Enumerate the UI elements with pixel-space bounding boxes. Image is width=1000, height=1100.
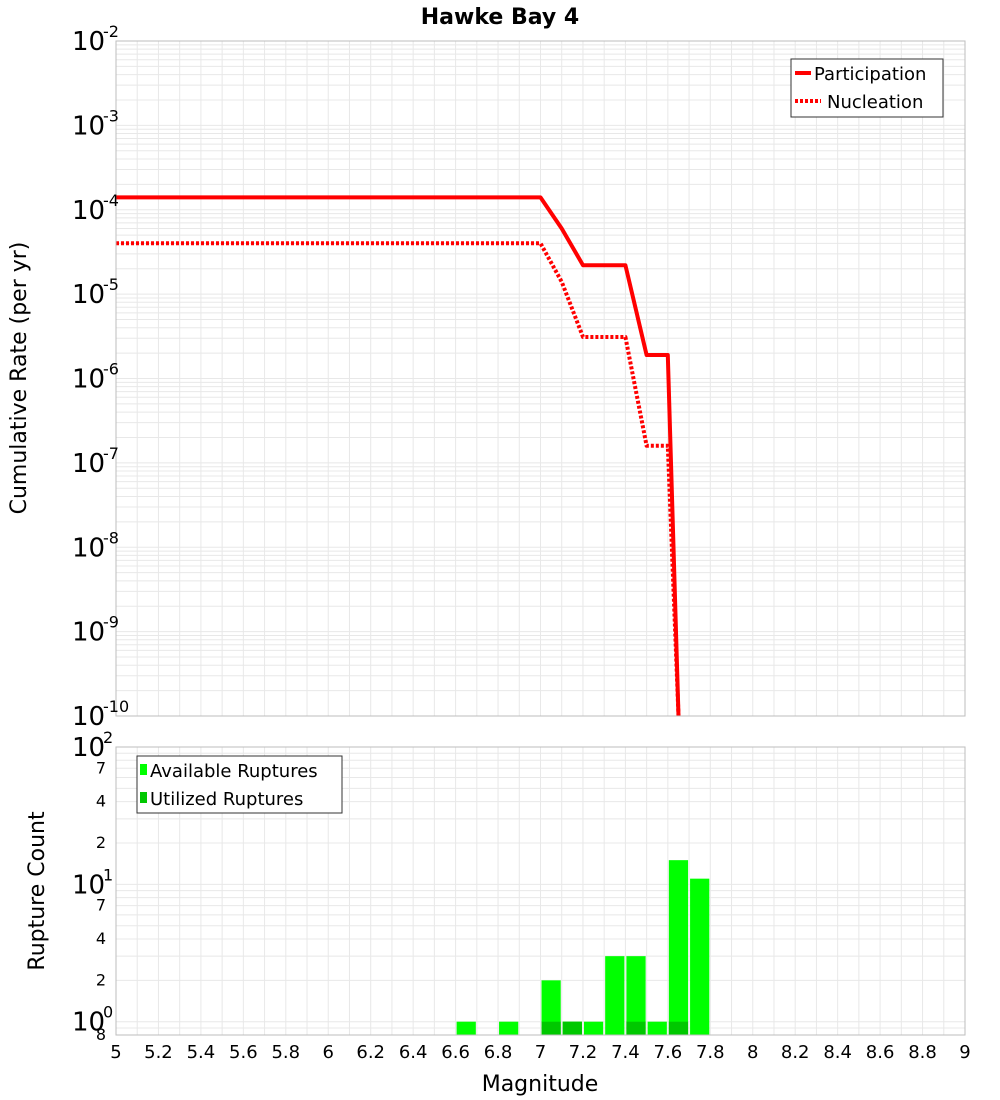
rupture-y-minor-tick-label: 7 — [96, 758, 106, 777]
rupture-count-bars — [456, 860, 710, 1035]
x-tick-label: 8.6 — [866, 1042, 895, 1063]
x-tick-label: 7 — [535, 1042, 546, 1063]
x-tick-label: 5.6 — [229, 1042, 258, 1063]
x-tick-label: 6.2 — [356, 1042, 385, 1063]
utilized-legend-swatch — [140, 792, 147, 803]
rate-y-tick-labels: 10-210-310-410-510-610-710-810-910-10 — [72, 22, 129, 732]
available-legend-label: Available Ruptures — [150, 761, 318, 782]
x-axis-label: Magnitude — [482, 1072, 599, 1097]
rate-y-tick-label: 10 — [72, 111, 105, 141]
utilized-ruptures-bar — [626, 1021, 646, 1035]
rate-y-tick-label: 10 — [72, 702, 105, 732]
rate-y-tick-exponent: -8 — [103, 528, 119, 547]
rupture-legend-box — [136, 755, 343, 814]
x-tick-label: 7.2 — [569, 1042, 598, 1063]
utilized-ruptures-bar — [541, 1021, 561, 1035]
rupture-y-minor-tick-label: 4 — [96, 792, 106, 811]
rate-y-tick-label: 10 — [72, 618, 105, 648]
x-tick-label: 8.4 — [823, 1042, 852, 1063]
x-tick-label: 6.6 — [441, 1042, 470, 1063]
available-ruptures-bar — [456, 1021, 476, 1035]
x-tick-label: 8.2 — [781, 1042, 810, 1063]
available-ruptures-bar — [690, 878, 710, 1035]
rate-y-tick-exponent: -10 — [103, 697, 129, 716]
rupture-y-tick-label: 10 — [72, 1008, 105, 1038]
rate-y-tick-exponent: -2 — [103, 22, 119, 41]
rate-plot-grid — [115, 41, 966, 717]
rate-y-tick-exponent: -5 — [103, 275, 119, 294]
participation-legend-label: Participation — [814, 64, 926, 85]
utilized-ruptures-bar — [668, 1021, 689, 1035]
rate-y-tick-exponent: -7 — [103, 444, 119, 463]
rate-y-tick-label: 10 — [72, 280, 105, 310]
available-legend-swatch — [140, 764, 147, 775]
available-ruptures-bar — [583, 1021, 604, 1035]
rate-y-tick-exponent: -3 — [103, 106, 119, 125]
x-tick-labels: 5 5.2 5.4 5.6 5.8 6 6.2 6.4 6.6 6.8 7 7.2 7.4 7.6 7.8 8… — [110, 1042, 970, 1063]
x-tick-label: 5.8 — [271, 1042, 300, 1063]
rate-series-group — [116, 195, 681, 717]
chart-title: Hawke Bay 4 — [421, 5, 579, 30]
rate-y-tick-label: 10 — [72, 533, 105, 563]
rupture-y-minor-tick-label: 2 — [96, 970, 106, 989]
available-ruptures-bar — [668, 860, 689, 1035]
rupture-y-tick-label: 10 — [72, 733, 105, 763]
rate-legend-box — [790, 58, 944, 118]
rupture-y-tick-exponent: 2 — [103, 728, 113, 747]
x-tick-label: 5.2 — [144, 1042, 173, 1063]
x-tick-label: 5 — [110, 1042, 121, 1063]
rupture-y-minor-tick-label: 4 — [96, 929, 106, 948]
x-tick-label: 8.8 — [908, 1042, 937, 1063]
rate-plot-frame — [115, 40, 966, 717]
rate-legend: Participation Nucleation — [790, 58, 944, 118]
utilized-legend-label: Utilized Ruptures — [150, 789, 303, 810]
rate-y-tick-exponent: -4 — [103, 191, 119, 210]
available-ruptures-bar — [647, 1021, 667, 1035]
rupture-count-frame — [115, 746, 966, 1036]
rate-y-axis-label: Cumulative Rate (per yr) — [7, 242, 32, 515]
nucleation-legend-label: Nucleation — [827, 92, 923, 113]
rupture-y-tick-exponent: 0 — [103, 1003, 113, 1022]
rupture-y-tick-label: 10 — [72, 870, 105, 900]
rate-y-tick-label: 10 — [72, 196, 105, 226]
rupture-y-tick-exponent: 1 — [103, 865, 113, 884]
participation-line — [116, 195, 681, 717]
rate-plot-panel: 10-210-310-410-510-610-710-810-910-10 Cu… — [7, 22, 966, 732]
rate-y-tick-exponent: -9 — [103, 613, 119, 632]
rate-y-tick-label: 10 — [72, 449, 105, 479]
rupture-legend: Available Ruptures Utilized Ruptures — [136, 755, 343, 814]
x-tick-label: 6.8 — [484, 1042, 513, 1063]
x-tick-label: 9 — [959, 1042, 970, 1063]
available-ruptures-bar — [499, 1021, 519, 1035]
available-ruptures-bar — [626, 956, 646, 1035]
rate-y-tick-label: 10 — [72, 27, 105, 57]
rupture-y-minor-tick-label: 7 — [96, 896, 106, 915]
available-ruptures-bar — [605, 956, 625, 1035]
x-tick-label: 6 — [323, 1042, 334, 1063]
x-tick-label: 7.6 — [654, 1042, 683, 1063]
rate-y-tick-exponent: -6 — [103, 360, 119, 379]
rate-y-tick-label: 10 — [72, 365, 105, 395]
x-tick-label: 7.4 — [611, 1042, 640, 1063]
x-tick-label: 6.4 — [399, 1042, 428, 1063]
utilized-ruptures-bar — [562, 1021, 582, 1035]
x-tick-label: 7.8 — [696, 1042, 725, 1063]
available-ruptures-bar — [541, 980, 561, 1035]
rupture-y-minor-tick-label: 2 — [96, 833, 106, 852]
rupture-y-minor-tick-label: 8 — [96, 1025, 106, 1044]
x-tick-label: 8 — [747, 1042, 758, 1063]
rupture-count-y-axis-label: Rupture Count — [25, 811, 50, 971]
x-tick-label: 5.4 — [187, 1042, 216, 1063]
